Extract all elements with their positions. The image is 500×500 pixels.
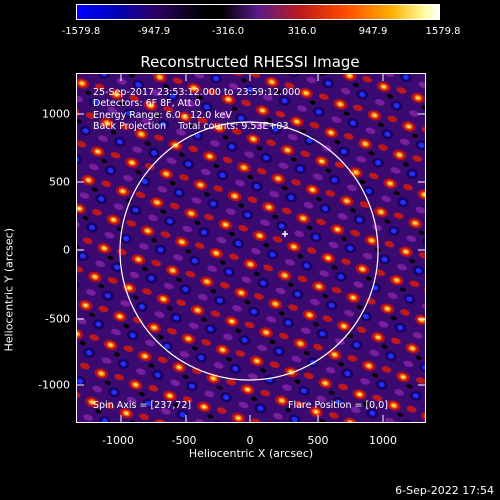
y-tick-label: 1000 — [42, 107, 70, 121]
method-counts-annotation: Back Projection Total counts: 9.53E+03 — [93, 121, 289, 132]
x-tick-label: 500 — [307, 434, 329, 447]
y-axis-label: Heliocentric Y (arcsec) — [2, 227, 16, 352]
generation-timestamp: 6-Sep-2022 17:54 — [395, 484, 494, 497]
y-tick-label: 500 — [49, 175, 70, 189]
colorbar-tick: -1579.8 — [61, 26, 101, 37]
colorbar-tick: 316.0 — [287, 26, 317, 37]
x-axis-label: Heliocentric X (arcsec) — [188, 447, 314, 460]
image-title: Reconstructed RHESSI Image — [140, 53, 360, 71]
x-tick-label: 0 — [246, 434, 254, 447]
time-range-annotation: 25-Sep-2017 23:53:12.000 to 23:59:12.000 — [93, 87, 301, 98]
axis-ticks — [76, 73, 426, 423]
energy-range-annotation: Energy Range: 6.0 - 12.0 keV — [93, 110, 232, 121]
colorbar — [76, 4, 440, 20]
rhessi-image: 25-Sep-2017 23:53:12.000 to 23:59:12.000… — [76, 73, 426, 423]
solar-limb — [119, 121, 379, 381]
plot-frame — [76, 73, 426, 423]
detectors-annotation: Detectors: 6F 8F, Att 0 — [93, 98, 201, 109]
colorbar-tick: -316.0 — [211, 26, 245, 37]
y-tick-label: 0 — [63, 243, 70, 257]
y-tick-label: -1000 — [38, 378, 70, 392]
colorbar-tick: -947.9 — [137, 26, 171, 37]
colorbar-tick: 947.9 — [358, 26, 388, 37]
x-tick-label: -500 — [171, 434, 197, 447]
spin-axis-annotation: Spin Axis = [237,72] — [93, 400, 192, 411]
colorbar-tick: 1579.8 — [425, 26, 461, 37]
image-background — [76, 73, 426, 423]
y-tick-label: -500 — [45, 312, 70, 326]
x-tick-label: -1000 — [102, 434, 134, 447]
x-tick-label: 1000 — [369, 434, 397, 447]
flare-position-annotation: Flare Position = [0,0] — [288, 400, 388, 411]
